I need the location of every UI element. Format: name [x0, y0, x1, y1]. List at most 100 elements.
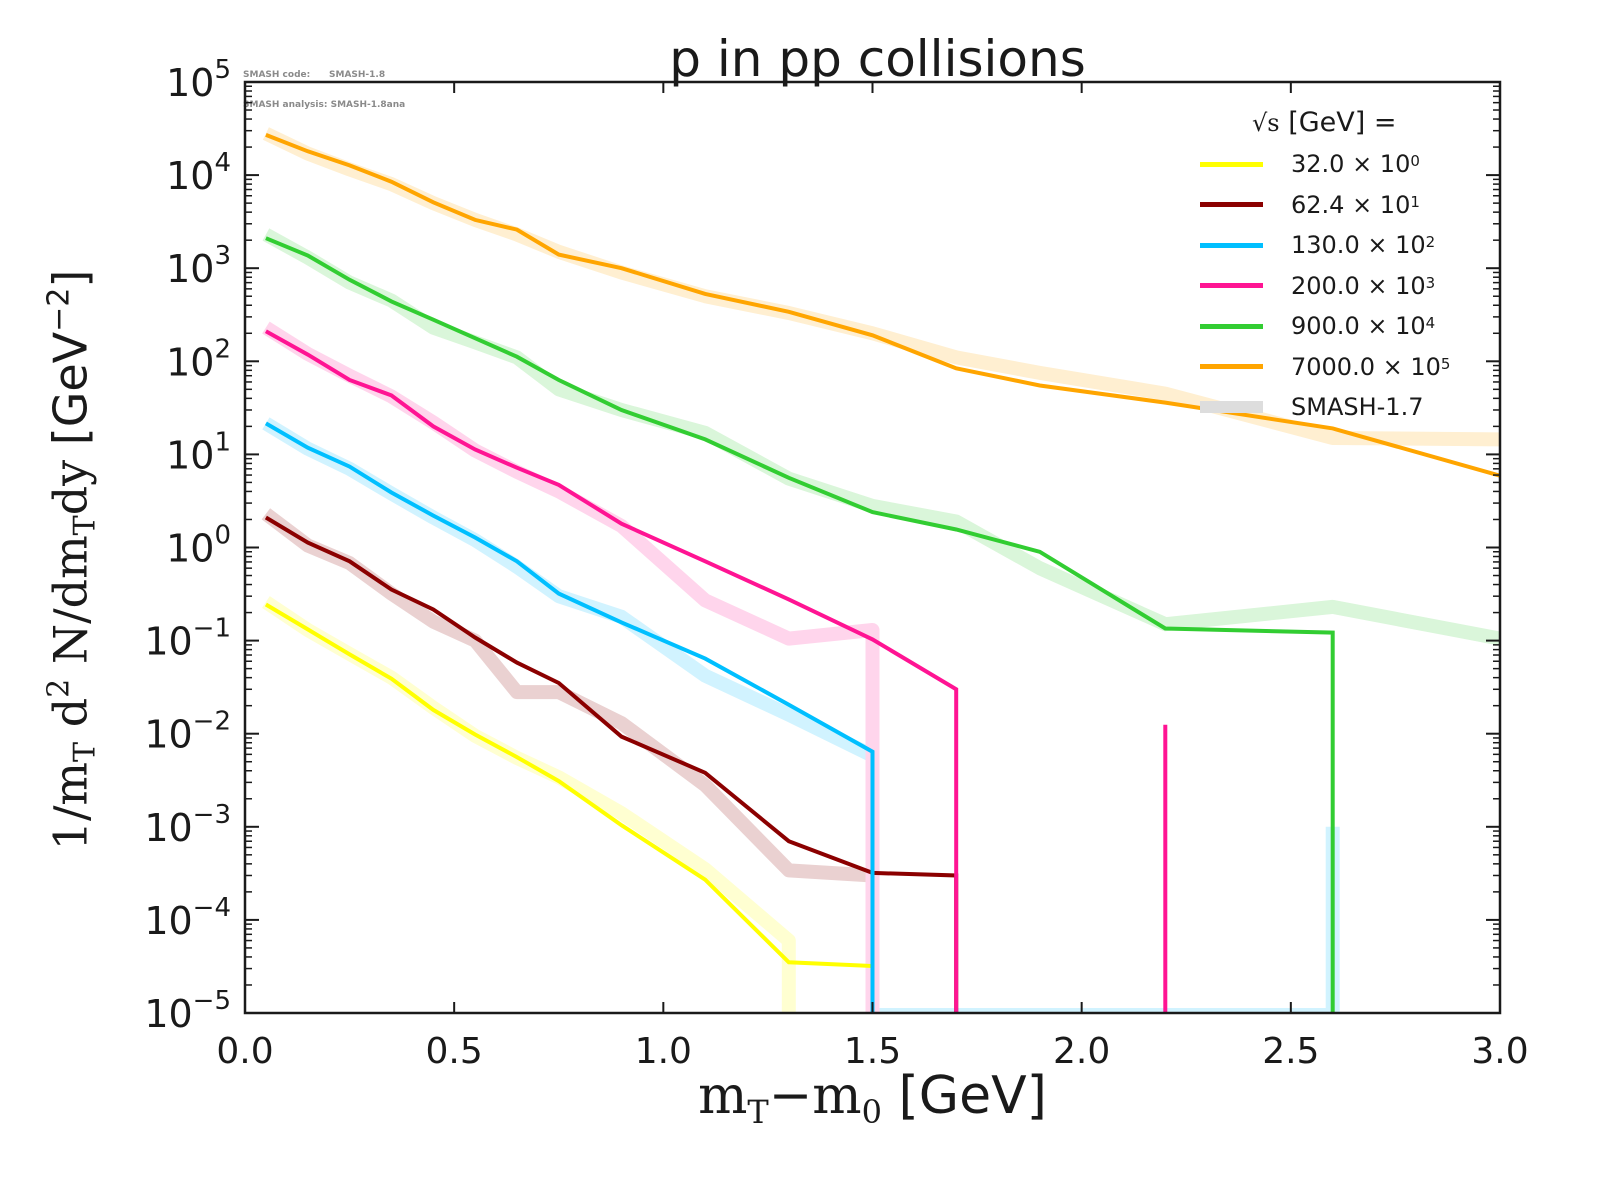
y-tick-label: 101 — [166, 427, 231, 477]
y-tick-label: 103 — [166, 241, 231, 291]
x-label-part: m — [698, 1066, 748, 1126]
y-tick-exponent: 3 — [214, 241, 231, 271]
legend: √s [GeV] = 32.0 × 100 62.4 × 101 130.0 × 1… — [1200, 102, 1510, 428]
legend-entry: 62.4 × 101 — [1200, 185, 1510, 226]
legend-label-exponent: 3 — [1425, 273, 1436, 292]
series-line-0 — [264, 602, 875, 1013]
x-label-part: −m — [768, 1066, 862, 1126]
chart-title: p in pp collisions — [669, 30, 1086, 88]
sqrt-s-symbol: √s — [1252, 109, 1280, 137]
y-tick-label: 10−1 — [144, 614, 231, 664]
x-tick-label: 0.0 — [216, 1031, 273, 1072]
series-line-5 — [265, 133, 1500, 478]
y-tick-exponent: 5 — [214, 55, 231, 85]
x-label-unit: [GeV] — [881, 1066, 1047, 1126]
x-label-sub: T — [747, 1093, 769, 1131]
y-tick-base: 10 — [166, 247, 214, 291]
y-tick-base: 10 — [144, 713, 192, 757]
y-tick-exponent: 4 — [214, 148, 231, 178]
y-tick-base: 10 — [144, 620, 192, 664]
y-tick-label: 102 — [166, 334, 231, 384]
legend-entry: 900.0 × 104 — [1200, 306, 1510, 347]
y-tick-exponent: 1 — [214, 427, 231, 457]
series-line-1 — [264, 515, 959, 1013]
series-line-2 — [264, 421, 875, 1013]
legend-swatch-reference — [1200, 401, 1263, 414]
x-tick-label: 0.5 — [426, 1031, 483, 1072]
y-tick-base: 10 — [144, 899, 192, 943]
legend-entry: 7000.0 × 105 — [1200, 347, 1510, 388]
tick-labels-layer: 0.0 0.5 1.0 1.5 2.0 2.5 3.01051041031021011001… — [144, 55, 1528, 1072]
y-tick-base: 10 — [166, 154, 214, 198]
x-label-sub: 0 — [861, 1093, 882, 1131]
legend-label-exponent: 4 — [1425, 314, 1436, 333]
reference-band-0 — [262, 596, 796, 1013]
y-label-part: 1/m — [43, 761, 98, 851]
legend-label: 32.0 × 100 — [1291, 150, 1420, 179]
legend-swatch — [1200, 242, 1263, 248]
smash-code-version: SMASH code: SMASH-1.8 — [243, 70, 386, 80]
y-tick-label: 10−5 — [144, 986, 231, 1036]
x-tick-label: 3.0 — [1471, 1031, 1528, 1072]
x-tick-label: 2.5 — [1262, 1031, 1319, 1072]
y-label-part: dy — [43, 445, 98, 516]
x-tick-label: 1.0 — [635, 1031, 692, 1072]
legend-label: 62.4 × 101 — [1291, 190, 1420, 219]
y-tick-label: 10−4 — [144, 893, 231, 943]
y-tick-exponent: −5 — [193, 986, 231, 1016]
y-tick-base: 10 — [166, 340, 214, 384]
y-label-sup: 2 — [41, 678, 77, 698]
y-tick-base: 10 — [144, 806, 192, 850]
legend-label-exponent: 5 — [1440, 354, 1451, 373]
y-tick-label: 100 — [166, 521, 231, 571]
x-tick-label: 1.5 — [844, 1031, 901, 1072]
legend-label-exponent: 1 — [1410, 192, 1420, 211]
y-tick-exponent: −2 — [193, 707, 231, 737]
legend-swatch — [1200, 161, 1263, 167]
legend-title-text: [GeV] = — [1288, 107, 1397, 138]
axes-layer — [243, 80, 1502, 1015]
y-label-part: N/dm — [43, 535, 98, 679]
smash-analysis-version: SMASH analysis: SMASH-1.8ana — [243, 100, 406, 110]
y-label-part: d — [43, 697, 98, 742]
x-axis-label: mT−m0 [GeV] — [0, 1066, 1600, 1131]
y-tick-label: 10−2 — [144, 707, 231, 757]
y-tick-exponent: 2 — [214, 334, 231, 364]
y-tick-exponent: −1 — [193, 614, 231, 644]
y-label-sub: T — [67, 741, 103, 762]
legend-label: 900.0 × 104 — [1291, 312, 1436, 341]
legend-label-exponent: 2 — [1425, 233, 1436, 252]
legend-entry: 130.0 × 102 — [1200, 225, 1510, 266]
legend-entry: 200.0 × 103 — [1200, 266, 1510, 307]
y-label-unit-exp: −2 — [41, 287, 77, 332]
y-tick-base: 10 — [166, 527, 214, 571]
legend-label: 200.0 × 103 — [1291, 271, 1436, 300]
legend-entry: 32.0 × 100 — [1200, 144, 1510, 185]
reference-band-3 — [262, 321, 880, 1013]
y-label-unit: [GeV — [43, 331, 98, 446]
series-line-4 — [265, 236, 1335, 1013]
legend-entry-reference: SMASH-1.7 — [1200, 387, 1510, 428]
legend-swatch — [1200, 283, 1263, 289]
y-tick-exponent: 0 — [214, 521, 231, 551]
legend-title: √s [GeV] = — [1230, 102, 1510, 144]
reference-band-5 — [262, 127, 1500, 447]
legend-label: 130.0 × 102 — [1291, 231, 1436, 260]
legend-label: 7000.0 × 105 — [1291, 352, 1451, 381]
y-label-unit-close: ] — [43, 269, 98, 288]
y-tick-label: 104 — [166, 148, 231, 198]
y-tick-base: 10 — [166, 61, 214, 105]
legend-swatch — [1200, 202, 1263, 208]
y-label-sub: T — [67, 515, 103, 536]
x-tick-label: 2.0 — [1053, 1031, 1110, 1072]
legend-label-reference: SMASH-1.7 — [1291, 393, 1424, 422]
y-tick-exponent: −3 — [193, 800, 231, 830]
legend-swatch — [1200, 364, 1263, 370]
series-line-3 — [264, 329, 959, 1013]
y-axis-label: 1/mT d2 N/dmTdy [GeV−2] — [42, 270, 103, 851]
legend-swatch — [1200, 323, 1263, 329]
y-tick-exponent: −4 — [193, 893, 231, 923]
y-tick-base: 10 — [144, 992, 192, 1036]
y-tick-base: 10 — [166, 433, 214, 477]
